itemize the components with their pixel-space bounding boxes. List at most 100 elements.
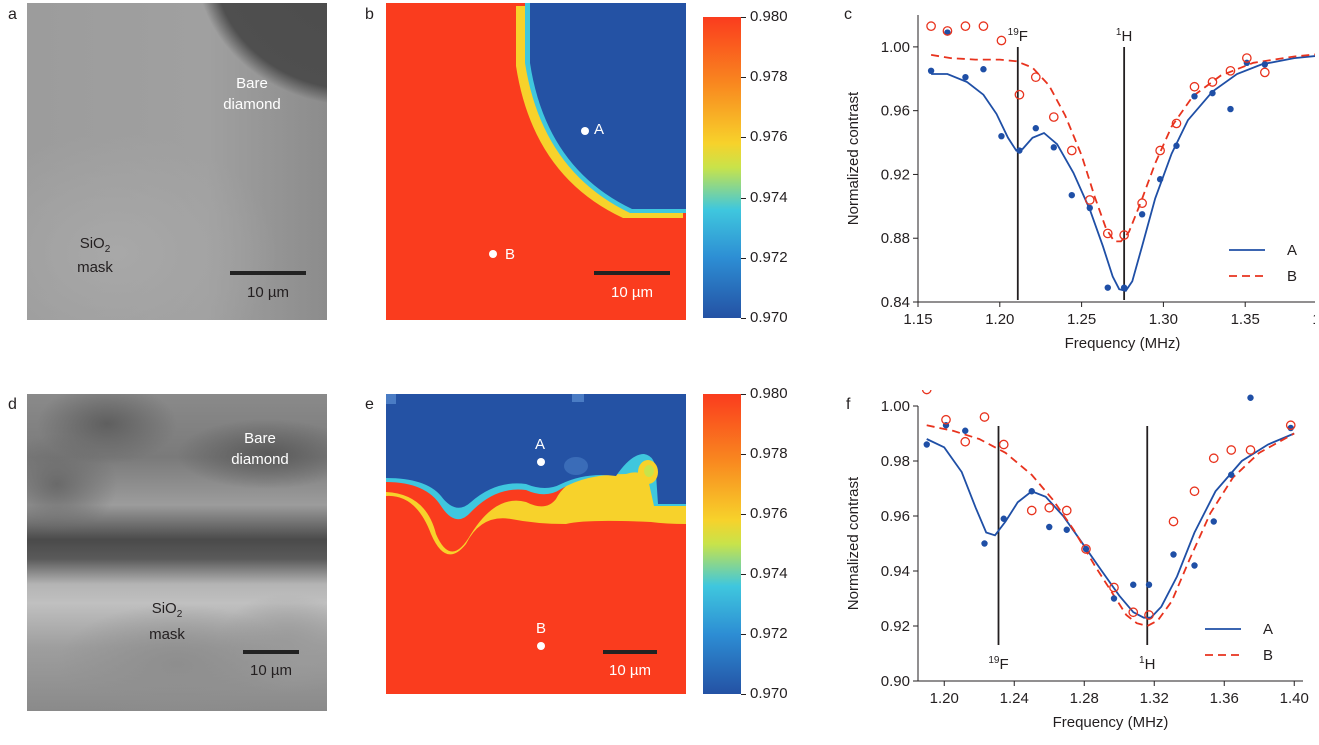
scale-bar [603,650,657,654]
sio2-subscript: 2 [104,244,111,255]
scale-bar-label: 10 µm [611,284,653,301]
x-tick-label: 1.35 [1231,311,1260,328]
boundary-halo [386,463,686,555]
resonance-label: 19F [1008,27,1028,45]
colorbar-tick-label: 0.976 [750,128,788,146]
series-B-point [1225,65,1236,76]
series-A-point [1032,125,1039,132]
series-B-point [960,21,971,32]
scale-bar [243,650,299,654]
scale-bar-label: 10 µm [247,284,289,301]
colorbar-tick-label: 0.978 [750,445,788,462]
panel-letter-a: a [8,6,17,23]
sio2-label: SiO2 [137,600,197,620]
series-A-curve [926,432,1295,619]
series-B-point [1155,145,1165,156]
colorbar-tick [741,257,746,259]
series-B-point [1084,195,1095,205]
x-tick-label: 1.40 [1280,690,1309,707]
resonance-label: 1H [1116,27,1132,45]
blue-patch [386,394,396,404]
x-tick-label: 1.36 [1210,690,1239,707]
series-B-point [978,21,989,32]
colorbar-b [703,17,741,318]
series-B-point [1030,72,1041,83]
colorbar-tick-label: 0.970 [750,685,788,702]
series-B-point [1208,453,1219,464]
x-tick-label: 1.24 [1000,690,1029,707]
y-tick-label: 0.84 [881,294,910,311]
y-tick-label: 0.88 [881,230,910,247]
y-tick-label: 0.94 [881,563,910,580]
y-tick-label: 1.00 [881,398,910,415]
series-B-point [1245,445,1256,455]
resonance-element: H [1121,28,1132,45]
series-A-point [1068,191,1075,199]
y-tick-label: 0.90 [881,673,910,690]
contrast-map-e: A B 10 µm [386,394,686,694]
resonance-mass: 19 [1008,27,1020,38]
series-A-point [962,427,969,434]
series-B-point [996,35,1007,46]
x-tick-label: 1.32 [1140,690,1169,707]
point-b-marker [537,642,545,650]
bare-diamond-region [386,394,686,508]
series-A-point [1028,488,1035,495]
colorbar-tick-label: 0.980 [750,8,788,25]
x-tick-label: 1.28 [1070,690,1099,707]
series-A-point [962,73,969,81]
scale-bar-label: 10 µm [609,662,651,679]
series-B-point [1119,230,1129,240]
colorbar-tick [741,77,746,79]
resonance-mass: 1 [1139,655,1145,666]
resonance-element: H [1145,656,1156,673]
series-B-point [1044,502,1055,513]
colorbar-tick-label: 0.974 [750,565,788,582]
colorbar-tick [741,318,746,319]
series-B-point [921,390,932,395]
series-A-point [1191,562,1198,569]
series-A-point [1261,61,1269,68]
colorbar-tick [741,394,746,395]
colorbar-tick [741,17,746,18]
colorbar-tick [741,197,746,199]
bare-diamond-label: Bare diamond [231,430,289,468]
series-B-point [942,26,953,36]
series-A-point [1046,523,1053,531]
resonance-mass: 19 [988,655,1000,666]
series-B-point [1026,505,1037,516]
point-a-marker [537,458,545,466]
series-B-point [1171,118,1182,129]
series-A-point [981,540,988,547]
legend-label-B: B [1287,268,1297,285]
colorbar-tick [741,454,746,455]
x-tick-label: 1.25 [1067,311,1096,328]
faint-spot [564,457,588,475]
series-A-point [927,67,935,75]
series-B-point [1259,67,1270,78]
point-a-label: A [535,436,546,453]
y-tick-label: 0.96 [881,103,910,120]
series-B-curve [930,53,1315,243]
series-A-point [980,66,987,73]
series-A-point [1000,515,1007,522]
series-B-point [1285,420,1296,431]
series-B-point [1189,81,1200,92]
series-B-point [1168,516,1179,527]
series-A-point [1191,93,1198,100]
scale-bar [230,271,306,275]
series-B-point [1226,445,1237,455]
bare-diamond-region [530,3,686,209]
colorbar-tick [741,574,746,575]
x-tick-label: 1.40 [1312,311,1315,328]
y-tick-label: 0.92 [881,166,910,183]
contrast-map-e-svg [386,394,686,555]
colorbar-e [703,394,741,694]
series-B-point [1137,198,1147,208]
series-A-point [1227,105,1234,113]
sio2-subscript: 2 [176,609,183,620]
series-A-point [1120,284,1128,291]
contrast-map-b: A B 10 µm [386,3,686,320]
colorbar-tick-label: 0.974 [750,188,788,206]
series-B-point [1102,228,1113,239]
